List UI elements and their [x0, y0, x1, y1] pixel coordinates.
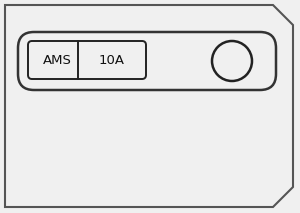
Text: 10A: 10A [99, 53, 125, 66]
FancyBboxPatch shape [18, 32, 276, 90]
Circle shape [212, 41, 252, 81]
Polygon shape [5, 5, 293, 207]
FancyBboxPatch shape [28, 41, 146, 79]
Text: AMS: AMS [43, 53, 72, 66]
